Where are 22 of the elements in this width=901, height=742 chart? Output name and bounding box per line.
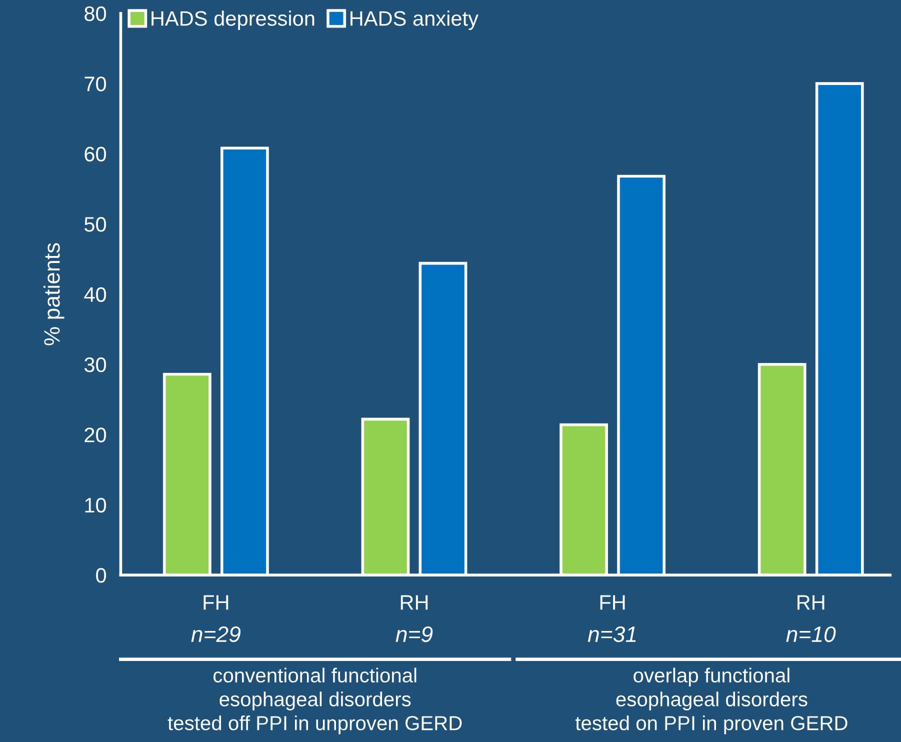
- text: n=9: [396, 626, 433, 642]
- text: overlap functional esophageal disorders tested on PPI in proven GERD: [575, 668, 848, 734]
- y-tick-label: 60: [84, 146, 106, 162]
- x-tick-label: RH: [798, 595, 824, 610]
- y-tick-label: 0: [96, 568, 106, 583]
- text: conventional functional esophageal disorders tested off PPI in unproven GERD: [168, 668, 462, 734]
- y-tick-label: 50: [84, 216, 106, 232]
- y-tick-label: 40: [84, 287, 106, 302]
- text: n=31: [588, 626, 636, 642]
- x-tick-label: RH: [400, 595, 428, 610]
- y-tick-label: 10: [85, 498, 106, 513]
- y-axis-title: % patients: [44, 243, 64, 346]
- legend-label: HADS anxiety: [350, 10, 478, 30]
- y-tick-label: 80: [84, 6, 106, 22]
- x-tick-label: FH: [204, 595, 228, 610]
- y-tick-label: 30: [84, 357, 106, 372]
- text: n=29: [191, 626, 240, 642]
- text: n=10: [786, 626, 836, 642]
- y-tick-label: 20: [84, 428, 106, 442]
- y-tick-label: 70: [84, 76, 106, 92]
- legend-label: HADS depression: [152, 10, 314, 30]
- x-tick-label: FH: [600, 595, 625, 610]
